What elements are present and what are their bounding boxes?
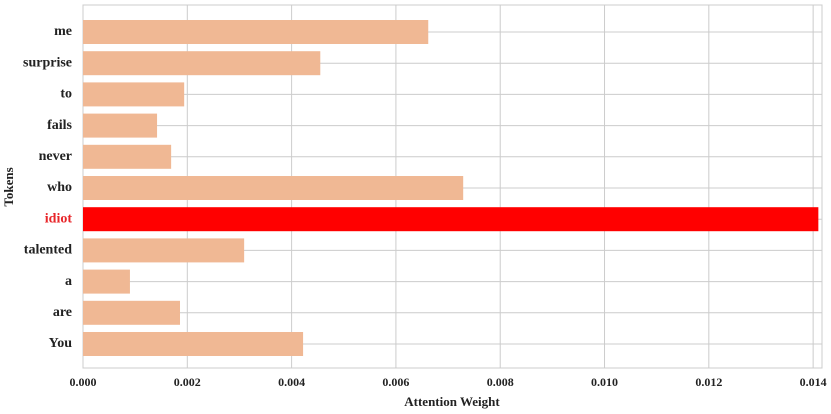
y-tick-label: never: [39, 149, 72, 164]
x-tick-label: 0.012: [695, 375, 722, 389]
bar: [83, 82, 185, 107]
bar: [83, 113, 158, 138]
x-tick-label: 0.004: [278, 375, 305, 389]
bar: [83, 238, 245, 263]
bar: [83, 207, 819, 232]
bar: [83, 20, 429, 44]
bar: [83, 176, 464, 200]
y-tick-label: me: [54, 24, 72, 39]
x-tick-label: 0.006: [382, 375, 409, 389]
x-tick-label: 0.014: [800, 375, 827, 389]
y-tick-label: who: [47, 180, 72, 195]
x-tick-label: 0.002: [174, 375, 201, 389]
bar: [83, 332, 304, 356]
bar: [83, 300, 181, 325]
y-tick-label: talented: [24, 243, 72, 258]
y-tick-label: are: [53, 305, 72, 320]
x-tick-label: 0.010: [591, 375, 618, 389]
bar: [83, 144, 172, 169]
x-tick-label: 0.008: [487, 375, 514, 389]
y-tick-label: a: [65, 274, 72, 289]
y-tick-label: You: [49, 336, 73, 351]
x-axis-title: Attention Weight: [404, 394, 500, 409]
x-tick-label: 0.000: [70, 375, 97, 389]
y-tick-label: fails: [47, 118, 72, 133]
y-tick-label: to: [60, 87, 72, 102]
y-tick-label: idiot: [45, 211, 73, 226]
bars: [83, 20, 819, 356]
y-tick-label: surprise: [23, 55, 72, 70]
bar: [83, 269, 130, 294]
y-axis-title: Tokens: [1, 167, 16, 206]
bar: [83, 51, 321, 76]
